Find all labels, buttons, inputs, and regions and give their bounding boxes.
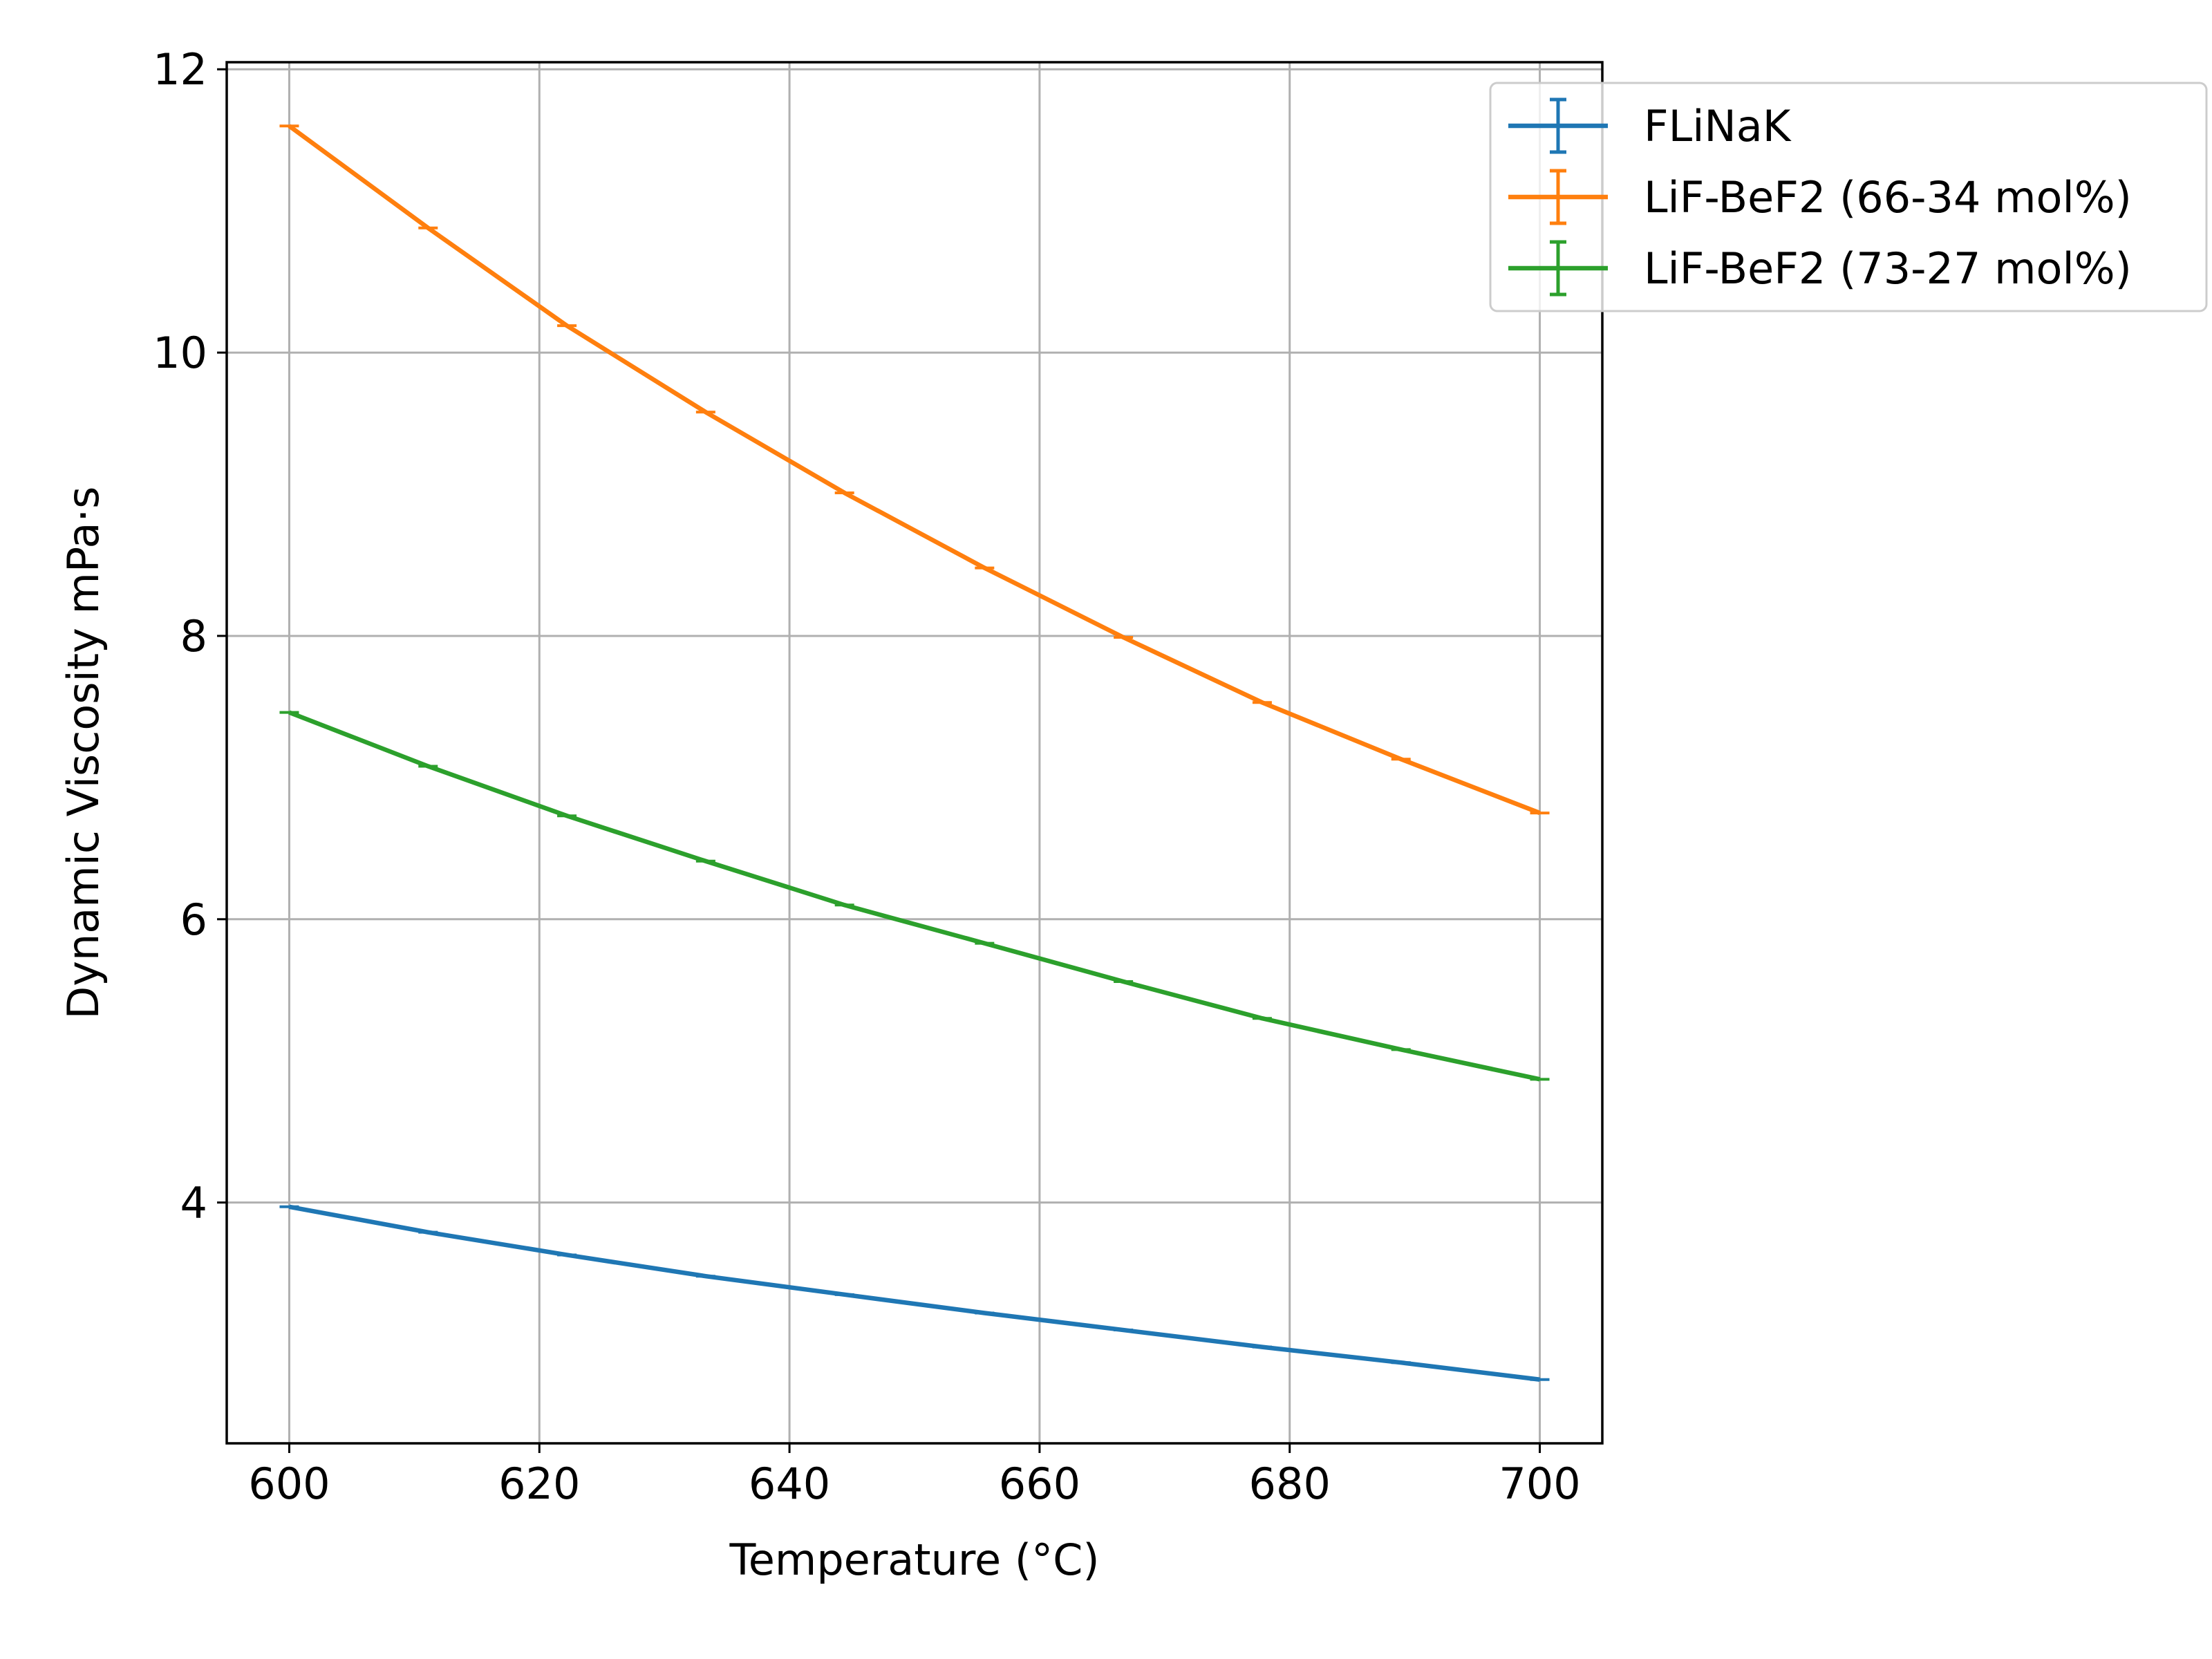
series-line [288,1204,1540,1382]
x-axis-label: Temperature (°C) [729,1535,1099,1585]
y-tick-label: 10 [153,328,207,378]
y-tick-label: 12 [153,44,207,95]
series-lif-bef2-66-34-mol [279,124,1550,816]
y-tick-label: 8 [180,611,207,662]
legend-item: LiF-BeF2 (73-27 mol%) [1508,240,2132,297]
series-lif-bef2-73-27-mol [279,710,1550,1082]
legend-item: LiF-BeF2 (66-34 mol%) [1508,169,2132,225]
series-line [288,710,1541,1082]
plot-area [227,62,1602,1443]
x-tick-label: 660 [999,1459,1080,1509]
x-tick-label: 620 [498,1459,580,1509]
legend-label: LiF-BeF2 (73-27 mol%) [1644,243,2132,294]
y-tick-label: 4 [180,1178,207,1228]
x-tick-label: 700 [1499,1459,1580,1509]
legend-label: LiF-BeF2 (66-34 mol%) [1644,172,2132,223]
x-tick-label: 640 [749,1459,830,1509]
series-layer [279,124,1550,1382]
y-axis-label: Dynamic Viscosity mPa·s [58,487,109,1020]
y-tick-label: 6 [180,894,207,945]
legend-box [1489,82,2208,312]
y-axis: 4 6 8 10 12 [153,44,227,1228]
plot-frame [225,61,1604,1445]
series-flinak [279,1204,1550,1382]
legend: FLiNaK LiF-BeF2 (66-34 mol%) LiF-BeF2 (73-… [1489,82,2208,312]
legend-label: FLiNaK [1644,101,1792,151]
legend-item: FLiNaK [1508,97,1792,154]
x-tick-label: 680 [1249,1459,1331,1509]
x-axis: 600 620 640 660 680 700 [248,1443,1581,1509]
series-line [288,124,1541,816]
grid [227,62,1602,1443]
x-tick-label: 600 [248,1459,330,1509]
